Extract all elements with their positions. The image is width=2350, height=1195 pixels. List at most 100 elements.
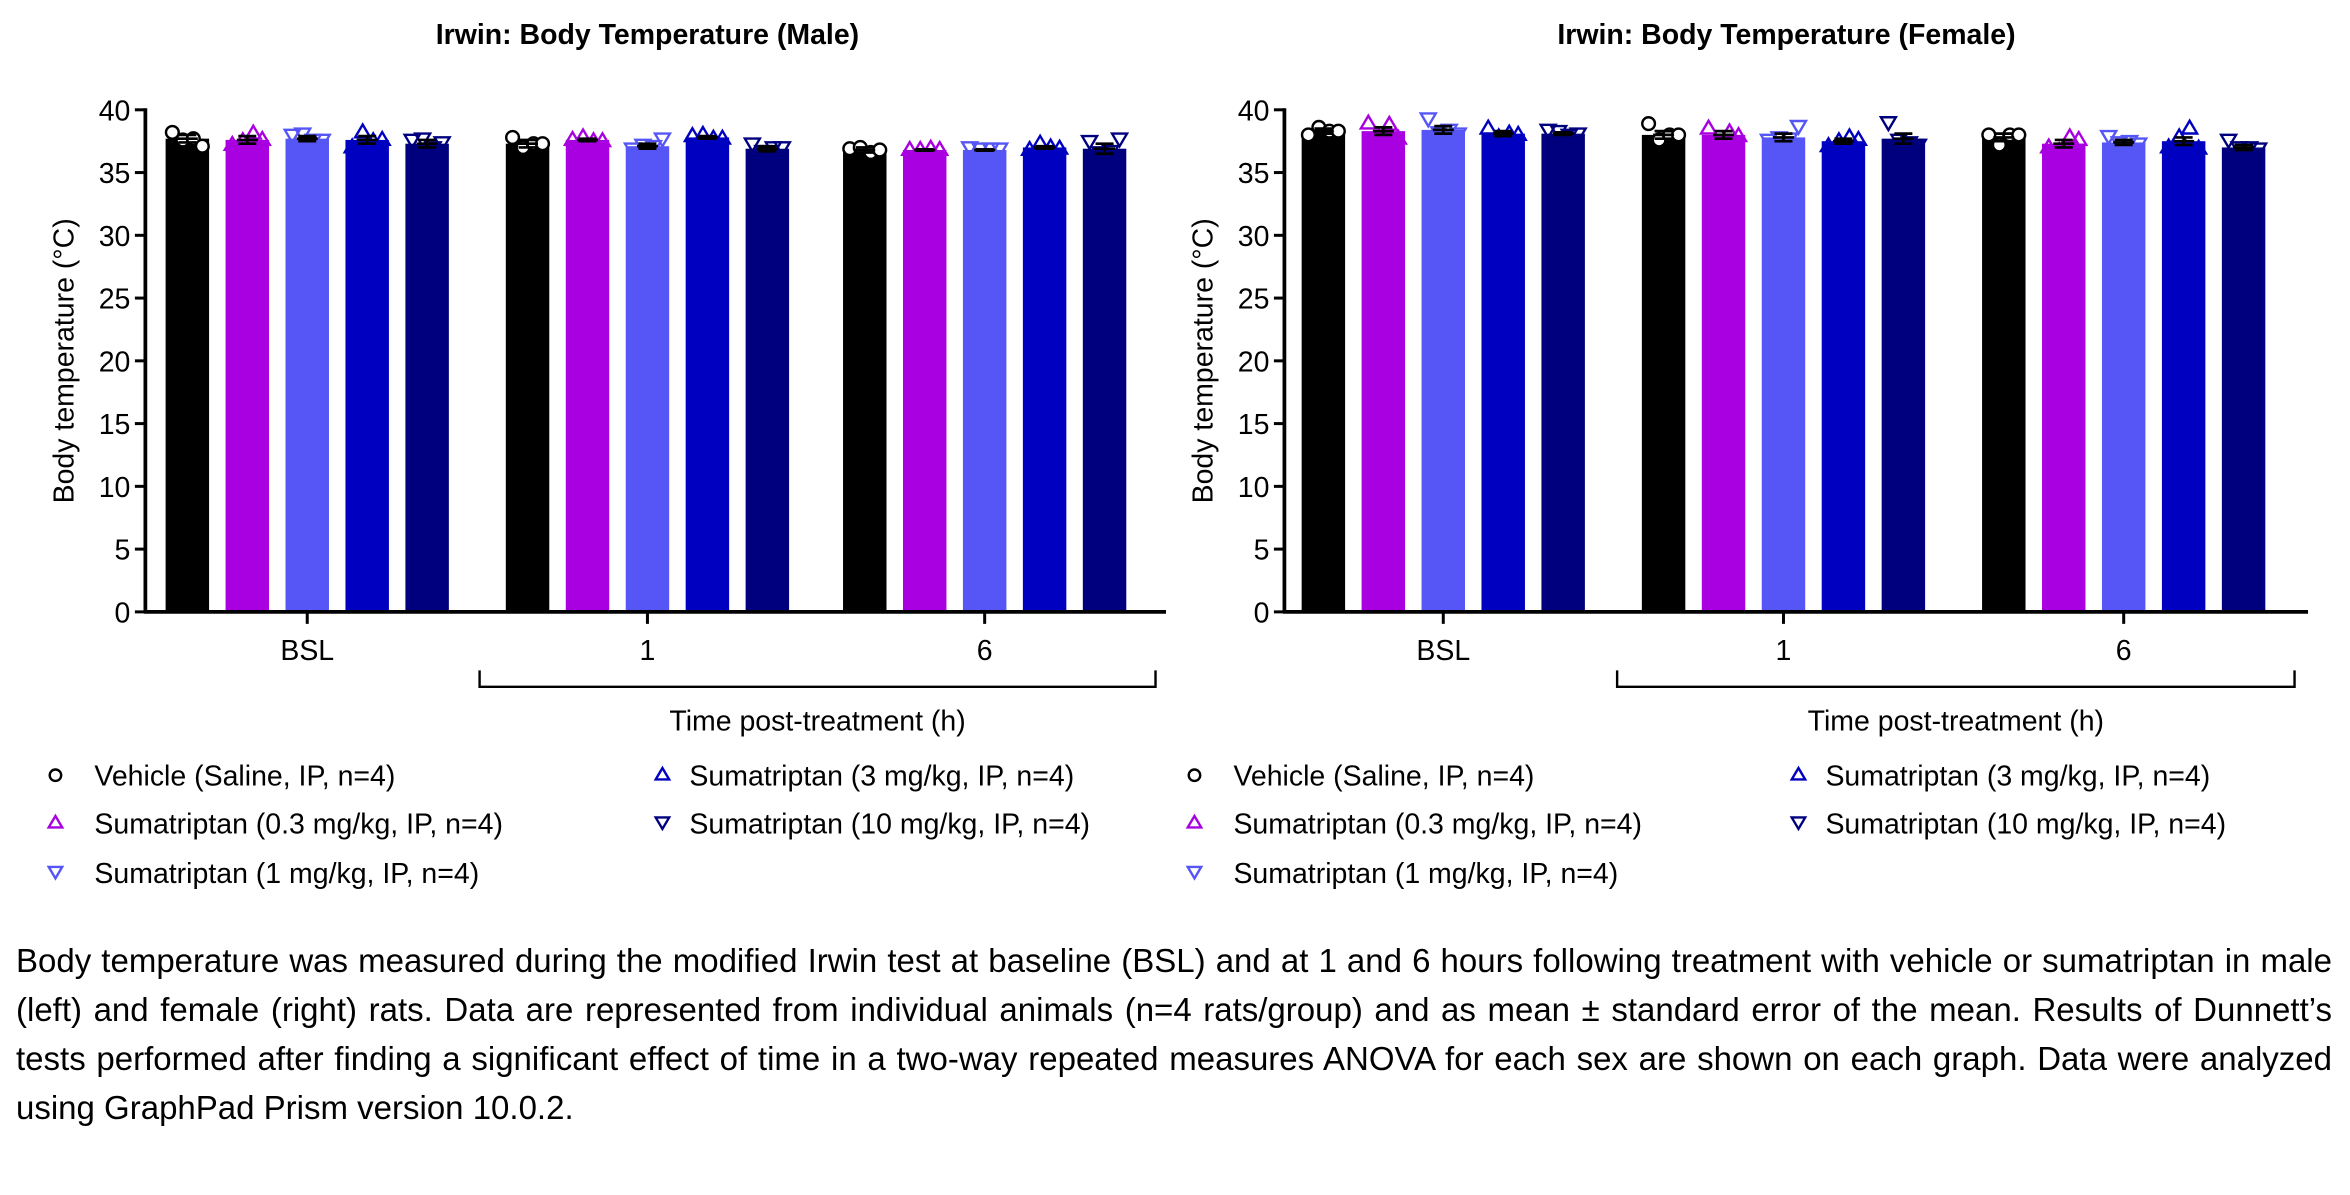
data-point xyxy=(2011,127,2027,143)
bar xyxy=(565,139,610,612)
legend-item: Vehicle (Saline, IP, n=4) xyxy=(1187,761,1534,793)
error-bar xyxy=(1993,132,2015,143)
error-bar xyxy=(236,134,258,146)
error-bar xyxy=(974,147,996,152)
data-point xyxy=(1358,113,1378,130)
y-tick-label: 40 xyxy=(99,95,131,127)
bar xyxy=(1982,137,2026,612)
legend-marker-triangle-up-icon xyxy=(1185,813,1204,829)
data-point xyxy=(2039,137,2059,154)
bar xyxy=(1821,141,1866,612)
legend-item: Sumatriptan (3 mg/kg, IP, n=4) xyxy=(653,761,1074,793)
data-point xyxy=(930,139,950,157)
bar xyxy=(1421,129,1466,612)
bar xyxy=(1541,133,1585,612)
bar xyxy=(165,138,210,612)
error-bar xyxy=(1892,132,1914,146)
error-bar xyxy=(577,137,598,143)
legend-item: Sumatriptan (0.3 mg/kg, IP, n=4) xyxy=(1185,809,1642,841)
data-point xyxy=(243,123,263,140)
y-tick-label: 0 xyxy=(115,597,131,629)
data-point xyxy=(712,128,732,145)
bar xyxy=(625,146,670,612)
data-point xyxy=(252,129,272,146)
legend-label: Sumatriptan (3 mg/kg, IP, n=4) xyxy=(689,761,1074,793)
bar xyxy=(1361,131,1406,612)
error-bar xyxy=(2233,143,2255,152)
error-bar xyxy=(636,142,658,151)
legend-item: Sumatriptan (10 mg/kg, IP, n=4) xyxy=(1789,809,2226,841)
data-point xyxy=(622,142,643,159)
x-axis-label: Time post-treatment (h) xyxy=(669,705,965,737)
data-point xyxy=(312,133,332,150)
data-point xyxy=(2060,127,2080,144)
error-bar xyxy=(2113,138,2135,147)
error-bar xyxy=(517,138,539,149)
legend-label: Vehicle (Saline, IP, n=4) xyxy=(94,761,395,793)
error-bar xyxy=(696,134,718,141)
error-bar xyxy=(1492,129,1514,138)
y-tick-label: 40 xyxy=(1238,95,1270,127)
error-bar xyxy=(1653,129,1675,141)
legend-item: Vehicle (Saline, IP, n=4) xyxy=(48,761,395,793)
y-tick-label: 30 xyxy=(99,221,131,253)
bar xyxy=(1761,137,1806,612)
legend-item: Sumatriptan (0.3 mg/kg, IP, n=4) xyxy=(46,809,503,841)
bar xyxy=(1022,147,1067,612)
legend-marker-triangle-up-icon xyxy=(653,765,672,781)
legend-label: Sumatriptan (10 mg/kg, IP, n=4) xyxy=(1825,809,2226,841)
data-point xyxy=(772,141,792,158)
data-point xyxy=(372,129,392,146)
error-bar xyxy=(1312,127,1334,135)
bar xyxy=(1881,138,1926,612)
chart-title: Irwin: Body Temperature (Female) xyxy=(1557,19,2015,51)
legend-label: Sumatriptan (1 mg/kg, IP, n=4) xyxy=(1233,858,1618,890)
legend-marker-triangle-up-icon xyxy=(46,813,65,829)
error-bar xyxy=(416,138,438,149)
y-tick-label: 30 xyxy=(1238,221,1270,253)
bar xyxy=(1641,134,1686,612)
bar xyxy=(2221,147,2266,612)
legend-marker-triangle-down-icon xyxy=(1789,816,1808,832)
error-bar xyxy=(756,144,778,153)
x-tick-label: 1 xyxy=(640,635,656,667)
data-point xyxy=(2159,137,2179,154)
data-point xyxy=(402,133,422,150)
y-axis-label: Body temperature (°C) xyxy=(48,218,80,503)
error-bar xyxy=(1772,132,1794,143)
data-point xyxy=(1848,129,1869,146)
legend-marker-triangle-down-icon xyxy=(1185,865,1204,881)
error-bar xyxy=(1034,144,1056,151)
bar xyxy=(345,139,389,612)
data-point xyxy=(682,125,703,143)
data-point xyxy=(1908,138,1928,155)
data-point xyxy=(164,124,180,140)
data-point xyxy=(1508,124,1528,141)
legend-label: Vehicle (Saline, IP, n=4) xyxy=(1233,761,1534,793)
y-tick-label: 20 xyxy=(99,346,131,378)
y-tick-label: 5 xyxy=(1254,535,1270,567)
data-point xyxy=(194,138,210,154)
data-point xyxy=(872,142,888,158)
y-tick-label: 35 xyxy=(1238,158,1270,190)
data-point xyxy=(1538,123,1558,140)
legend-marker-circle-icon xyxy=(48,768,63,783)
legend-marker-triangle-down-icon xyxy=(653,816,672,832)
x-tick-label: BSL xyxy=(1416,635,1470,667)
error-bar xyxy=(914,147,936,152)
y-tick-label: 25 xyxy=(99,284,131,316)
error-bar xyxy=(1552,131,1574,137)
y-tick-label: 20 xyxy=(1238,346,1270,378)
bar xyxy=(962,149,1007,612)
y-axis-label: Body temperature (°C) xyxy=(1187,218,1219,503)
data-point xyxy=(1418,112,1438,129)
figure-caption: Body temperature was measured during the… xyxy=(16,942,2332,1126)
bar xyxy=(1701,134,1746,612)
data-point xyxy=(342,137,362,154)
data-point xyxy=(2129,137,2149,154)
data-point xyxy=(2069,129,2089,146)
y-tick-label: 10 xyxy=(99,472,131,504)
error-bar xyxy=(854,146,876,154)
data-point xyxy=(1878,116,1898,133)
data-point xyxy=(432,136,452,153)
